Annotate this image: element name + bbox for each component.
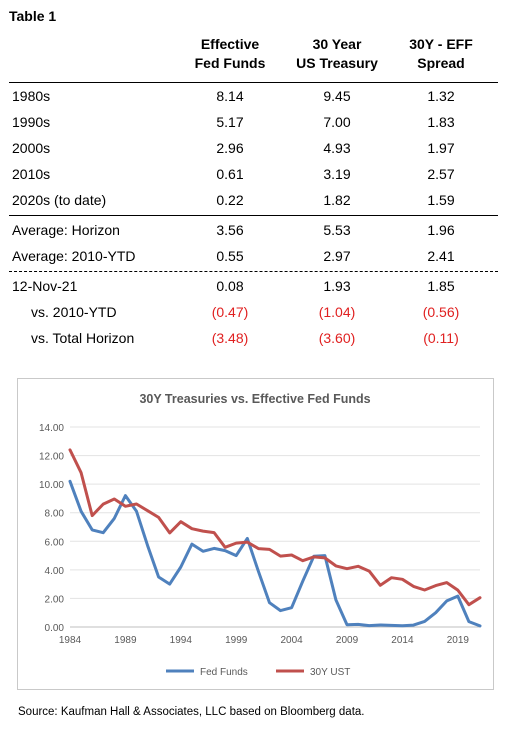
row-label: 2020s (to date) (12, 192, 107, 208)
cell-treasury: 1.82 (323, 192, 351, 208)
table-row: 12-Nov-21 0.08 1.93 1.85 (9, 273, 498, 299)
x-tick-label: 2009 (336, 635, 359, 646)
header-rule (9, 82, 498, 83)
series (68, 448, 482, 628)
table-row: 1990s 5.17 7.00 1.83 (9, 109, 498, 135)
row-label: 2000s (12, 140, 51, 156)
cell-spread: (0.56) (422, 304, 460, 320)
row-label: vs. Total Horizon (31, 330, 135, 346)
cell-fed-funds: 0.08 (216, 278, 244, 294)
column-header-line2: US Treasury (296, 55, 378, 71)
source-note: Source: Kaufman Hall & Associates, LLC b… (18, 706, 365, 718)
gridlines (70, 426, 480, 628)
column-header-line2: Fed Funds (194, 55, 266, 71)
table-row: 1980s 8.14 9.45 1.32 (9, 83, 498, 109)
y-tick-label: 10.00 (39, 480, 64, 491)
cell-treasury: 5.53 (323, 222, 351, 238)
x-tick-label: 1984 (59, 635, 82, 646)
column-header-line1: 30 Year (312, 36, 362, 52)
cell-spread: (0.11) (423, 330, 459, 346)
column-header-line2: Spread (417, 55, 465, 71)
row-label: vs. 2010-YTD (31, 304, 117, 320)
chart-title: 30Y Treasuries vs. Effective Fed Funds (139, 392, 370, 406)
x-tick-label: 2004 (280, 635, 303, 646)
y-tick-label: 4.00 (45, 566, 65, 577)
cell-fed-funds: (0.47) (211, 304, 249, 320)
x-tick-label: 1989 (114, 635, 137, 646)
cell-spread: 1.32 (427, 88, 455, 104)
y-tick-label: 6.00 (45, 537, 65, 548)
column-header-line1: Effective (200, 36, 260, 52)
column-header-line1: 30Y - EFF (409, 36, 473, 52)
cell-spread: 1.85 (427, 278, 455, 294)
line-chart: 30Y Treasuries vs. Effective Fed Funds 0… (17, 378, 494, 690)
cell-treasury: (3.60) (318, 330, 356, 346)
column-header-spread: 30Y - EFF Spread (386, 27, 496, 87)
series-line-30y-ust (68, 448, 482, 607)
cell-fed-funds: 3.56 (216, 222, 244, 238)
legend: Fed Funds 30Y UST (166, 667, 350, 678)
y-tick-label: 12.00 (39, 452, 64, 463)
row-label: 12-Nov-21 (12, 278, 78, 294)
column-header-treasury: 30 Year US Treasury (282, 27, 392, 87)
cell-treasury: 3.19 (323, 166, 351, 182)
cell-fed-funds: 2.96 (216, 140, 244, 156)
y-tick-label: 8.00 (45, 509, 65, 520)
axes: 0.00 2.00 4.00 6.00 8.00 10.00 12.00 14.00 1984 1… (39, 423, 469, 646)
cell-fed-funds: (3.48) (211, 330, 249, 346)
table-row: vs. 2010-YTD (0.47) (1.04) (0.56) (9, 299, 498, 325)
cell-treasury: 2.97 (323, 248, 351, 264)
x-tick-label: 1999 (225, 635, 248, 646)
y-tick-label: 14.00 (39, 423, 64, 434)
cell-spread: 2.41 (427, 248, 455, 264)
cell-treasury: (1.04) (318, 304, 356, 320)
row-label: 1990s (12, 114, 51, 130)
series-line-fed-funds (68, 479, 482, 628)
x-tick-label: 2014 (391, 635, 414, 646)
table-row: Average: Horizon 3.56 5.53 1.96 (9, 217, 498, 243)
cell-fed-funds: 0.22 (216, 192, 244, 208)
row-label: Average: 2010-YTD (12, 248, 136, 264)
cell-spread: 1.59 (427, 192, 455, 208)
cell-fed-funds: 5.17 (216, 114, 244, 130)
section-rule (9, 215, 498, 216)
cell-fed-funds: 0.55 (216, 248, 244, 264)
cell-treasury: 7.00 (323, 114, 351, 130)
y-tick-label: 0.00 (45, 623, 65, 634)
cell-spread: 1.97 (427, 140, 455, 156)
cell-fed-funds: 8.14 (216, 88, 244, 104)
legend-label: 30Y UST (310, 667, 350, 678)
row-label: 2010s (12, 166, 51, 182)
y-tick-label: 2.00 (45, 594, 65, 605)
cell-treasury: 1.93 (323, 278, 351, 294)
x-tick-label: 1994 (170, 635, 193, 646)
section-rule-dashed (9, 271, 498, 272)
row-label: Average: Horizon (12, 222, 120, 238)
cell-treasury: 4.93 (323, 140, 351, 156)
row-label: 1980s (12, 88, 51, 104)
table-title: Table 1 (9, 8, 57, 24)
table-row: Average: 2010-YTD 0.55 2.97 2.41 (9, 243, 498, 269)
table-row: 2020s (to date) 0.22 1.82 1.59 (9, 187, 498, 213)
legend-label: Fed Funds (200, 667, 248, 678)
column-header-fed-funds: Effective Fed Funds (175, 27, 285, 87)
cell-spread: 2.57 (427, 166, 455, 182)
cell-fed-funds: 0.61 (216, 166, 244, 182)
x-tick-label: 2019 (447, 635, 470, 646)
table-row: vs. Total Horizon (3.48) (3.60) (0.11) (9, 325, 498, 351)
cell-treasury: 9.45 (323, 88, 351, 104)
cell-spread: 1.83 (427, 114, 455, 130)
table-row: 2000s 2.96 4.93 1.97 (9, 135, 498, 161)
chart-canvas: 30Y Treasuries vs. Effective Fed Funds 0… (39, 392, 482, 678)
cell-spread: 1.96 (427, 222, 455, 238)
table-row: 2010s 0.61 3.19 2.57 (9, 161, 498, 187)
